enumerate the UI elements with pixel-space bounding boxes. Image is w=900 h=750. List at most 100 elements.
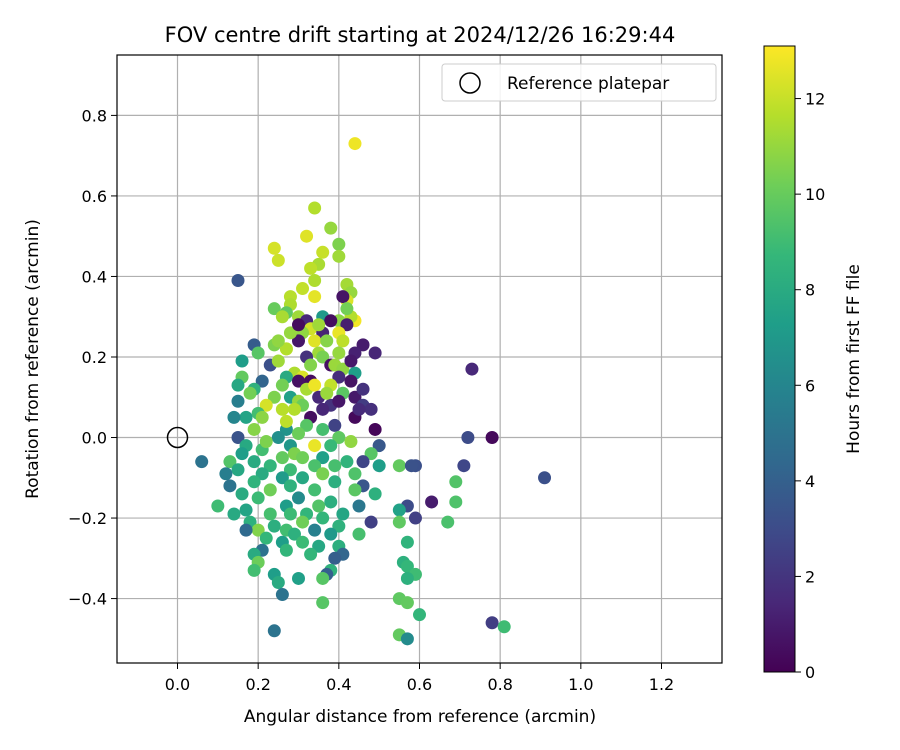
data-point — [195, 455, 208, 468]
data-point — [276, 403, 289, 416]
data-point — [328, 459, 341, 472]
data-point — [272, 254, 285, 267]
data-point — [328, 552, 341, 565]
data-point — [393, 459, 406, 472]
data-point — [449, 475, 462, 488]
colorbar-tick-label: 0 — [805, 663, 815, 682]
data-point — [486, 431, 499, 444]
data-point — [344, 375, 357, 388]
data-point — [219, 467, 232, 480]
data-point — [336, 334, 349, 347]
data-point — [272, 576, 285, 589]
data-point — [296, 536, 309, 549]
colorbar-tick-label: 4 — [805, 472, 815, 491]
data-point — [308, 439, 321, 452]
data-point — [498, 620, 511, 633]
data-point — [288, 403, 301, 416]
data-point — [284, 479, 297, 492]
data-point — [292, 572, 305, 585]
data-point — [292, 427, 305, 440]
y-axis-label: Rotation from reference (arcmin) — [23, 219, 43, 499]
data-point — [260, 532, 273, 545]
colorbar-tick-label: 8 — [805, 281, 815, 300]
data-point — [320, 387, 333, 400]
x-axis-label: Angular distance from reference (arcmin) — [244, 707, 596, 727]
data-point — [276, 379, 289, 392]
data-point — [357, 383, 370, 396]
data-point — [272, 334, 285, 347]
data-point — [441, 516, 454, 529]
x-tick-label: 1.0 — [568, 675, 593, 694]
scatter-chart: FOV centre drift starting at 2024/12/26 … — [0, 0, 900, 750]
data-point — [369, 487, 382, 500]
data-point — [401, 572, 414, 585]
data-point — [244, 387, 257, 400]
data-point — [232, 395, 245, 408]
data-point — [308, 274, 321, 287]
data-point — [425, 495, 438, 508]
data-point — [369, 346, 382, 359]
data-point — [304, 359, 317, 372]
data-point — [292, 491, 305, 504]
y-tick-label: 0.8 — [82, 106, 107, 125]
y-tick-label: 0.2 — [82, 348, 107, 367]
data-point — [272, 355, 285, 368]
colorbar-tick-label: 10 — [805, 185, 825, 204]
data-point — [316, 512, 329, 525]
data-point — [332, 346, 345, 359]
x-tick-label: 0.2 — [245, 675, 270, 694]
data-point — [227, 508, 240, 521]
data-point — [332, 238, 345, 251]
data-point — [353, 528, 366, 541]
data-point — [236, 447, 249, 460]
data-point — [353, 403, 366, 416]
data-point — [409, 512, 422, 525]
data-point — [296, 282, 309, 295]
data-point — [316, 423, 329, 436]
data-point — [340, 455, 353, 468]
legend-label: Reference platepar — [507, 74, 669, 94]
data-point — [236, 487, 249, 500]
data-point — [232, 274, 245, 287]
data-point — [280, 544, 293, 557]
data-point — [332, 395, 345, 408]
data-point — [369, 423, 382, 436]
data-point — [248, 423, 261, 436]
data-point — [308, 524, 321, 537]
chart-title: FOV centre drift starting at 2024/12/26 … — [165, 23, 676, 47]
data-point — [240, 411, 253, 424]
data-point — [236, 355, 249, 368]
data-point — [300, 230, 313, 243]
data-point — [240, 503, 253, 516]
data-point — [336, 508, 349, 521]
x-tick-label: 0.8 — [487, 675, 512, 694]
data-point — [308, 334, 321, 347]
data-point — [264, 483, 277, 496]
y-tick-label: 0.0 — [82, 429, 107, 448]
data-point — [401, 536, 414, 549]
data-point — [316, 572, 329, 585]
data-point — [276, 310, 289, 323]
data-point — [227, 411, 240, 424]
x-tick-label: 0.6 — [407, 675, 432, 694]
y-tick-label: 0.4 — [82, 267, 107, 286]
data-point — [538, 471, 551, 484]
data-point — [223, 479, 236, 492]
data-point — [348, 467, 361, 480]
data-point — [260, 435, 273, 448]
x-tick-label: 1.2 — [649, 675, 674, 694]
data-point — [276, 451, 289, 464]
data-point — [268, 520, 281, 533]
data-point — [272, 431, 285, 444]
data-point — [324, 439, 337, 452]
colorbar-tick-label: 6 — [805, 376, 815, 395]
data-point — [312, 499, 325, 512]
data-point — [284, 508, 297, 521]
data-point — [232, 379, 245, 392]
data-point — [348, 137, 361, 150]
data-point — [316, 246, 329, 259]
data-point — [256, 411, 269, 424]
data-point — [393, 503, 406, 516]
x-tick-label: 0.4 — [326, 675, 351, 694]
data-point — [292, 318, 305, 331]
